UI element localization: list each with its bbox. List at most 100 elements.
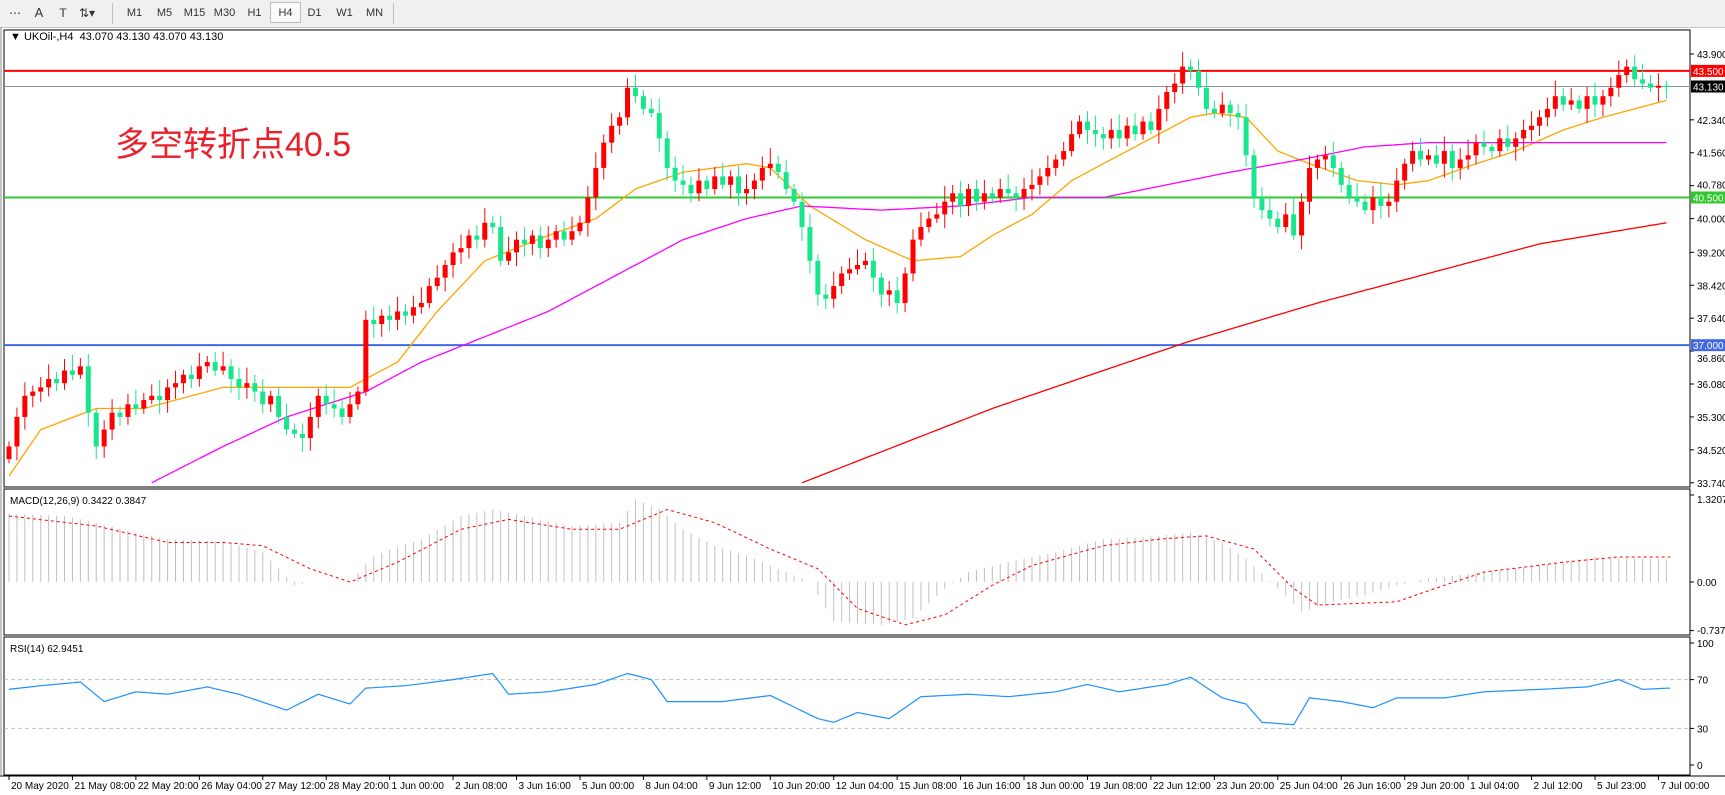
bull-candle [6, 446, 12, 460]
time-tick-label: 10 Jun 20:00 [772, 781, 830, 792]
bull-candle [918, 227, 924, 240]
rsi-tick-label: 30 [1697, 724, 1709, 735]
price-tick-label: 38.420 [1697, 281, 1725, 292]
bull-candle [1425, 155, 1431, 160]
bull-candle [617, 117, 623, 126]
bull-candle [1497, 138, 1503, 152]
moving-average-ma_mid [151, 141, 1667, 484]
timeframe-d1-button[interactable]: D1 [307, 7, 322, 19]
rsi-tick-label: 0 [1697, 761, 1703, 772]
time-tick-label: 20 May 2020 [11, 781, 69, 792]
bull-candle [141, 400, 147, 409]
bull-candle [847, 269, 853, 274]
bear-candle [228, 366, 234, 379]
bull-candle [355, 391, 361, 405]
timeframe-mn-button[interactable]: MN [365, 7, 384, 19]
bear-candle [54, 378, 60, 384]
bull-candle [458, 248, 464, 253]
bull-candle [1394, 180, 1400, 202]
bear-candle [632, 87, 638, 97]
bull-candle [1180, 66, 1186, 84]
price-tick-label: 36.860 [1697, 354, 1725, 365]
bear-candle [807, 227, 813, 261]
bull-candle [1069, 134, 1075, 152]
price-line-label: 43.500 [1693, 67, 1724, 78]
arrows-tool-icon[interactable]: ⇅▾ [78, 6, 96, 20]
moving-average-ma_slow [801, 222, 1667, 484]
bear-candle [878, 277, 884, 295]
bull-candle [466, 235, 472, 249]
time-tick-label: 23 Jun 20:00 [1216, 781, 1274, 792]
chart-area[interactable]: 43.900 42.340 41.560 40.780 40.000 39.200 38.4… [0, 27, 1725, 795]
bear-candle [387, 315, 393, 320]
bear-candle [1259, 197, 1265, 211]
time-tick-label: 25 Jun 04:00 [1280, 781, 1338, 792]
bull-candle [1600, 96, 1606, 105]
bull-candle [1568, 100, 1574, 105]
collapse-triangle-icon[interactable]: ▼ [10, 31, 21, 43]
period-separator-icon[interactable]: ⋯ [9, 6, 21, 20]
bull-candle [585, 197, 591, 223]
time-tick-label: 16 Jun 16:00 [963, 781, 1021, 792]
timeframe-m5-button[interactable]: M5 [156, 7, 173, 19]
bull-candle [934, 214, 940, 219]
bear-candle [1092, 129, 1098, 135]
bull-candle [545, 239, 551, 249]
ohlc-values: 43.070 43.130 43.070 43.130 [79, 31, 224, 43]
bull-candle [1370, 197, 1376, 211]
timeframe-w1-button[interactable]: W1 [336, 7, 353, 19]
bear-candle [1188, 66, 1194, 71]
bear-candle [1100, 134, 1106, 139]
bear-candle [989, 193, 995, 198]
macd-label: MACD(12,26,9) 0.3422 0.3847 [10, 496, 147, 507]
bull-candle [442, 265, 448, 278]
bull-candle [204, 362, 210, 367]
timeframe-h1-button[interactable]: H1 [247, 7, 262, 19]
time-tick-label: 18 Jun 00:00 [1026, 781, 1084, 792]
price-line-label: 40.500 [1693, 193, 1724, 204]
price-line-label-bg [1691, 80, 1725, 93]
price-tick-label: 33.740 [1697, 479, 1725, 490]
bear-candle [870, 260, 876, 278]
timeframe-m1-button[interactable]: M1 [126, 7, 143, 19]
bull-candle [1053, 159, 1059, 168]
timeframe-m15-button[interactable]: M15 [183, 7, 206, 19]
text-label-tool-icon[interactable]: T [59, 6, 67, 20]
bull-candle [625, 87, 631, 118]
bear-candle [276, 395, 282, 417]
bull-candle [529, 235, 535, 244]
bear-candle [1267, 210, 1273, 219]
bull-candle [926, 218, 932, 228]
timeframe-h4-button[interactable]: H4 [270, 2, 301, 23]
time-tick-label: 2 Jul 12:00 [1534, 781, 1583, 792]
bear-candle [339, 408, 345, 417]
bear-candle [1576, 100, 1582, 109]
bear-candle [1433, 155, 1439, 164]
bear-candle [260, 391, 266, 405]
bull-candle [997, 189, 1003, 198]
chart-annotation-text[interactable]: 多空转折点40.5 [115, 126, 352, 164]
bull-candle [101, 429, 107, 447]
bull-candle [1307, 167, 1313, 202]
bull-candle [1299, 201, 1305, 236]
bear-candle [252, 383, 258, 392]
timeframe-m30-button[interactable]: M30 [213, 7, 236, 19]
bull-candle [1045, 167, 1051, 177]
bull-candle [728, 176, 734, 185]
time-tick-label: 3 Jun 16:00 [519, 781, 572, 792]
bear-candle [1132, 125, 1138, 135]
bull-candle [180, 374, 186, 384]
bear-candle [1362, 201, 1368, 211]
bull-candle [1164, 91, 1170, 109]
bear-candle [648, 108, 654, 114]
price-pane [3, 29, 1691, 488]
bull-candle [1544, 108, 1550, 118]
bull-candle [77, 366, 83, 375]
bear-candle [672, 167, 678, 181]
price-tick-label: 37.640 [1697, 314, 1725, 325]
bull-candle [1061, 151, 1067, 160]
price-line-label-bg [1691, 64, 1725, 77]
bull-candle [1521, 129, 1527, 139]
text-tool-icon[interactable]: A [34, 5, 44, 20]
bear-candle [299, 433, 305, 439]
